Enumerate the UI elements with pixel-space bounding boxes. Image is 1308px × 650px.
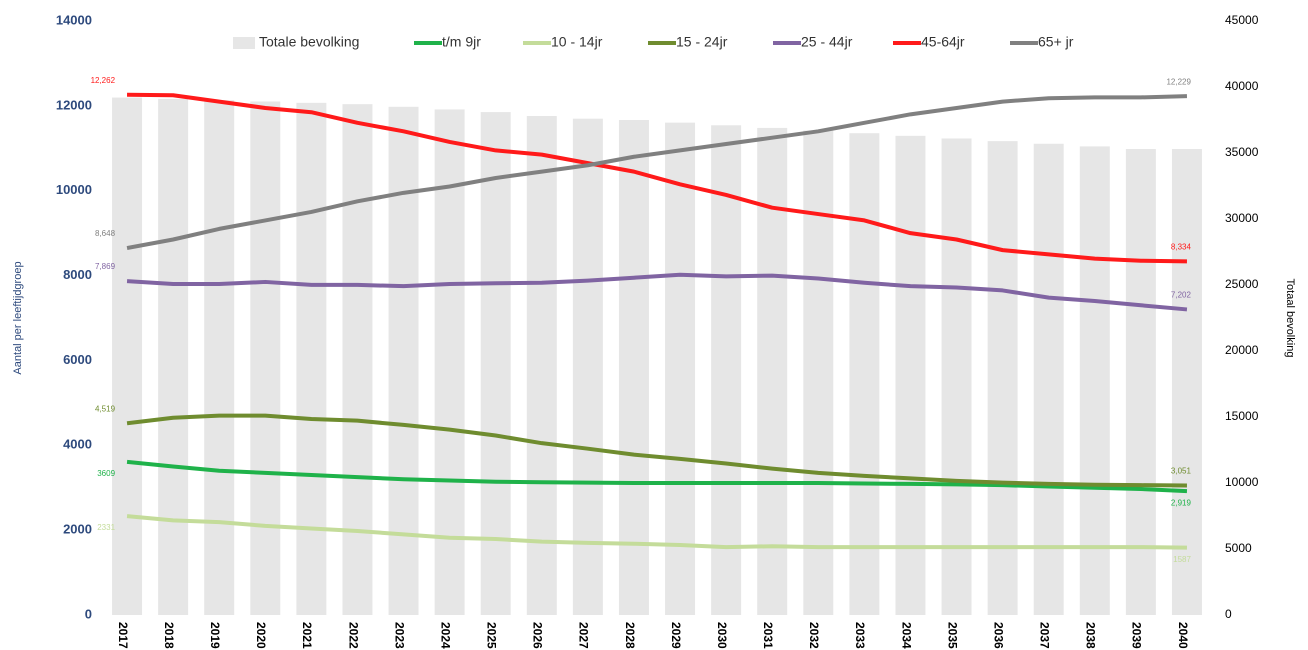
bar [757, 127, 788, 616]
x-tick-label: 2035 [945, 622, 959, 649]
x-tick-label: 2036 [991, 622, 1005, 649]
x-tick-label: 2033 [853, 622, 867, 649]
bar [665, 122, 696, 615]
y2-tick-label: 0 [1225, 607, 1232, 621]
y-tick-label: 6000 [63, 352, 92, 367]
x-tick-label: 2023 [392, 622, 406, 649]
line [126, 94, 1188, 251]
x-tick-label: 2039 [1130, 622, 1144, 649]
y-axis-title: Aantal per leeftijdgroep [12, 261, 24, 374]
line [126, 272, 1188, 312]
legend-label: Totale bevolking [259, 34, 359, 50]
bar [572, 118, 603, 616]
y2-tick-label: 15000 [1225, 409, 1259, 423]
bar [1079, 146, 1110, 615]
x-tick-label: 2038 [1084, 622, 1098, 649]
legend-label: t/m 9jr [442, 34, 481, 50]
bar [803, 130, 834, 615]
y-tick-label: 0 [85, 606, 92, 621]
line [126, 459, 1188, 494]
y2-tick-label: 30000 [1225, 211, 1259, 225]
data-label: 1587 [1173, 555, 1191, 564]
y2-tick-label: 45000 [1225, 13, 1259, 27]
data-label: 8,334 [1171, 243, 1192, 252]
bar [480, 112, 511, 615]
bar [618, 120, 649, 615]
bar [849, 133, 880, 615]
bar [526, 116, 557, 615]
line [126, 413, 1187, 488]
y-tick-label: 4000 [63, 437, 92, 452]
x-tick-label: 2021 [300, 622, 314, 649]
y-tick-label: 2000 [63, 522, 92, 537]
y2-tick-label: 10000 [1225, 475, 1259, 489]
data-label: 3,051 [1171, 467, 1192, 476]
x-tick-label: 2031 [761, 622, 775, 649]
data-label: 7,869 [95, 262, 116, 271]
data-label: 8,648 [95, 229, 116, 238]
x-tick-label: 2025 [485, 622, 499, 649]
y2-tick-label: 35000 [1225, 145, 1259, 159]
y2-tick-label: 20000 [1225, 343, 1259, 357]
x-tick-label: 2020 [254, 622, 268, 649]
bar [1033, 143, 1064, 615]
bar [987, 141, 1018, 615]
bar [296, 102, 327, 616]
data-label: 7,202 [1171, 291, 1192, 300]
line [126, 514, 1187, 550]
x-tick-label: 2018 [162, 622, 176, 649]
y2-tick-label: 40000 [1225, 79, 1259, 93]
x-tick-label: 2017 [116, 622, 130, 649]
bar [158, 98, 189, 615]
data-label: 3609 [97, 469, 115, 478]
bar [342, 104, 373, 615]
legend-label: 10 - 14jr [551, 34, 603, 50]
x-tick-label: 2032 [807, 622, 821, 649]
x-tick-label: 2040 [1176, 622, 1190, 649]
x-tick-label: 2024 [438, 622, 452, 649]
data-label: 12,229 [1166, 77, 1191, 86]
legend-swatch [233, 37, 255, 49]
legend-label: 15 - 24jr [676, 34, 728, 50]
y-tick-label: 14000 [56, 12, 92, 27]
x-tick-label: 2027 [577, 622, 591, 649]
bar [204, 100, 235, 615]
bar [434, 109, 465, 615]
x-tick-label: 2030 [715, 622, 729, 649]
y2-tick-label: 5000 [1225, 541, 1252, 555]
x-tick-label: 2028 [623, 622, 637, 649]
bar [1171, 149, 1202, 616]
data-label: 4,519 [95, 404, 116, 413]
bar [1125, 149, 1156, 616]
x-tick-label: 2034 [899, 622, 913, 649]
x-tick-label: 2037 [1038, 622, 1052, 649]
bar [711, 125, 742, 615]
x-tick-label: 2029 [669, 622, 683, 649]
legend-label: 25 - 44jr [801, 34, 853, 50]
data-label: 2,919 [1171, 498, 1192, 507]
line [127, 92, 1187, 264]
x-tick-label: 2019 [208, 622, 222, 649]
bar [895, 135, 926, 615]
legend-label: 45-64jr [921, 34, 965, 50]
y-tick-label: 10000 [56, 182, 92, 197]
legend-label: 65+ jr [1038, 34, 1074, 50]
y-tick-label: 12000 [56, 97, 92, 112]
bar [250, 101, 281, 615]
bar [941, 138, 972, 616]
x-tick-label: 2026 [531, 622, 545, 649]
bar [388, 106, 419, 616]
x-tick-label: 2022 [346, 622, 360, 649]
bar [112, 97, 143, 615]
y2-tick-label: 25000 [1225, 277, 1259, 291]
data-label: 12,262 [91, 76, 116, 85]
y2-axis-title: Totaal bevolking [1284, 279, 1296, 358]
y-tick-label: 8000 [63, 267, 92, 282]
data-label: 2331 [97, 523, 115, 532]
